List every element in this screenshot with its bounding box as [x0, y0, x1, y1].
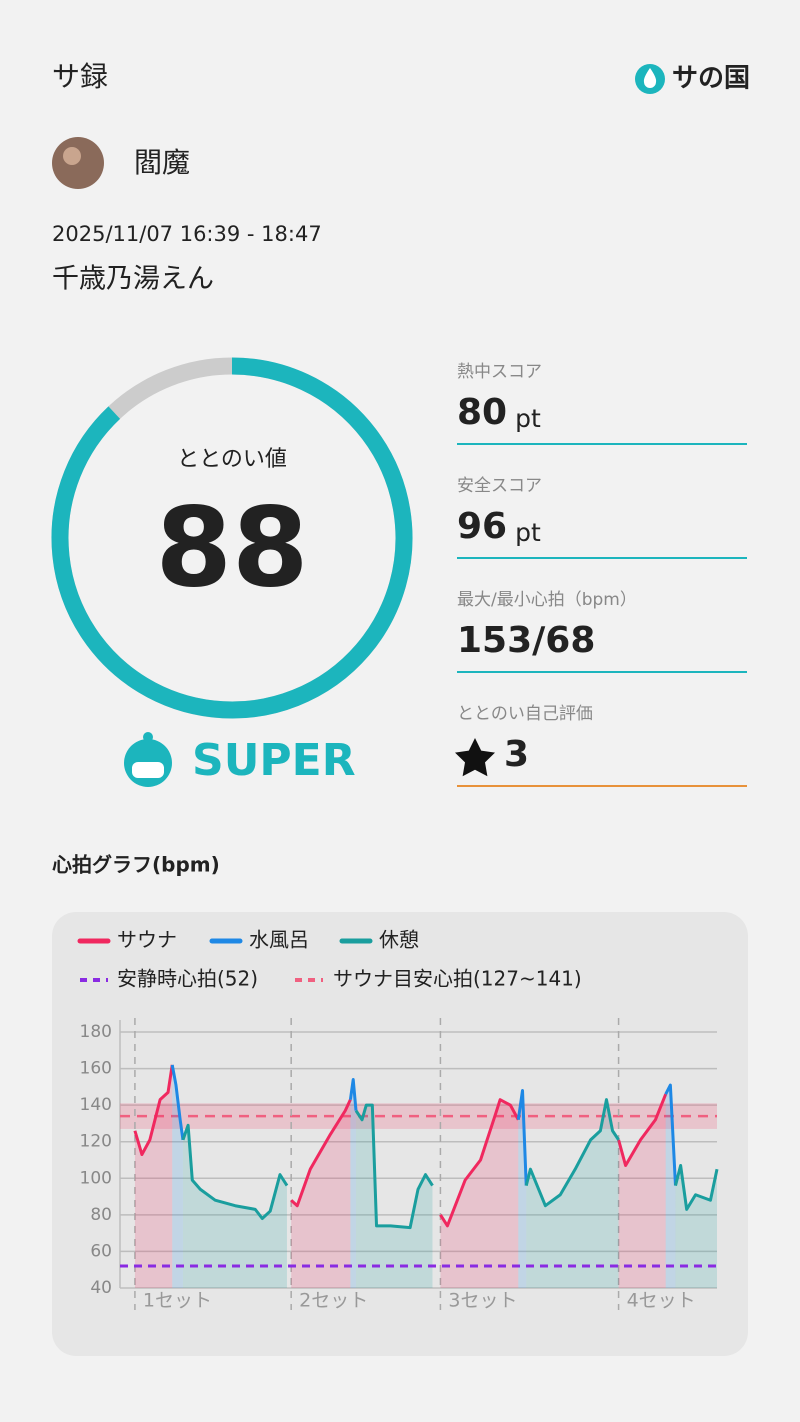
rank-icon-face	[132, 762, 164, 778]
y-tick-label: 60	[90, 1241, 112, 1261]
user-name: 閻魔	[134, 146, 190, 179]
stat-value: 96	[457, 506, 507, 547]
set-label: 4セット	[627, 1290, 696, 1312]
legend-label: 水風呂	[249, 928, 309, 952]
brand-name: サの国	[672, 64, 750, 94]
gauge-arc	[51, 357, 413, 719]
score-label: ととのい値	[177, 447, 287, 472]
heart-rate-chart: 40 60 80 100 120 140 160 180 1セット 2セット 3セット 4セット サウナ…	[77, 928, 719, 1312]
set-label: 3セット	[448, 1290, 517, 1312]
chart-title: 心拍グラフ(bpm)	[52, 853, 220, 877]
rank-icon-top	[143, 732, 153, 742]
set-label: 2セット	[299, 1290, 368, 1312]
rank-label: SUPER	[192, 735, 356, 786]
session-datetime: 2025/11/07 16:39 - 18:47	[52, 222, 322, 246]
facility-name: 千歳乃湯えん	[52, 264, 214, 295]
y-tick-label: 40	[90, 1278, 112, 1298]
score-value: 88	[155, 483, 308, 611]
score-gauge	[51, 357, 413, 719]
legend-label: 安静時心拍(52)	[117, 967, 258, 991]
app-title: サ録	[52, 60, 108, 93]
y-tick-label: 180	[80, 1022, 112, 1042]
legend-label: サウナ目安心拍(127~141)	[333, 967, 582, 991]
y-tick-label: 80	[90, 1205, 112, 1225]
stat-unit: pt	[515, 404, 541, 433]
chart-card	[52, 912, 748, 1356]
stat-unit: pt	[515, 518, 541, 547]
series-line	[133, 1064, 668, 1228]
stat-label: 最大/最小心拍（bpm）	[457, 590, 637, 610]
stat-label: 安全スコア	[457, 476, 542, 496]
brand-drop	[643, 68, 657, 88]
stat-value: 80	[457, 392, 507, 433]
y-tick-label: 160	[80, 1059, 112, 1079]
avatar	[52, 137, 104, 189]
legend-label: サウナ	[117, 928, 177, 952]
avatar-detail	[63, 147, 81, 165]
stats: 熱中スコア 80 pt 安全スコア 96 pt 最大/最小心拍（bpm） 153/68 ととのい…	[455, 362, 747, 787]
series-line	[181, 1098, 719, 1230]
series-area	[182, 1099, 717, 1288]
legend-label: 休憩	[379, 928, 419, 952]
series-line	[170, 1064, 677, 1186]
stat-value: 3	[504, 734, 529, 775]
y-tick-label: 120	[80, 1132, 112, 1152]
stat-value: 153/68	[457, 620, 595, 661]
star-icon	[455, 738, 495, 777]
stat-label: ととのい自己評価	[457, 704, 593, 724]
stat-label: 熱中スコア	[457, 362, 542, 382]
y-tick-label: 140	[80, 1095, 112, 1115]
y-tick-label: 100	[80, 1168, 112, 1188]
set-label: 1セット	[143, 1290, 212, 1312]
